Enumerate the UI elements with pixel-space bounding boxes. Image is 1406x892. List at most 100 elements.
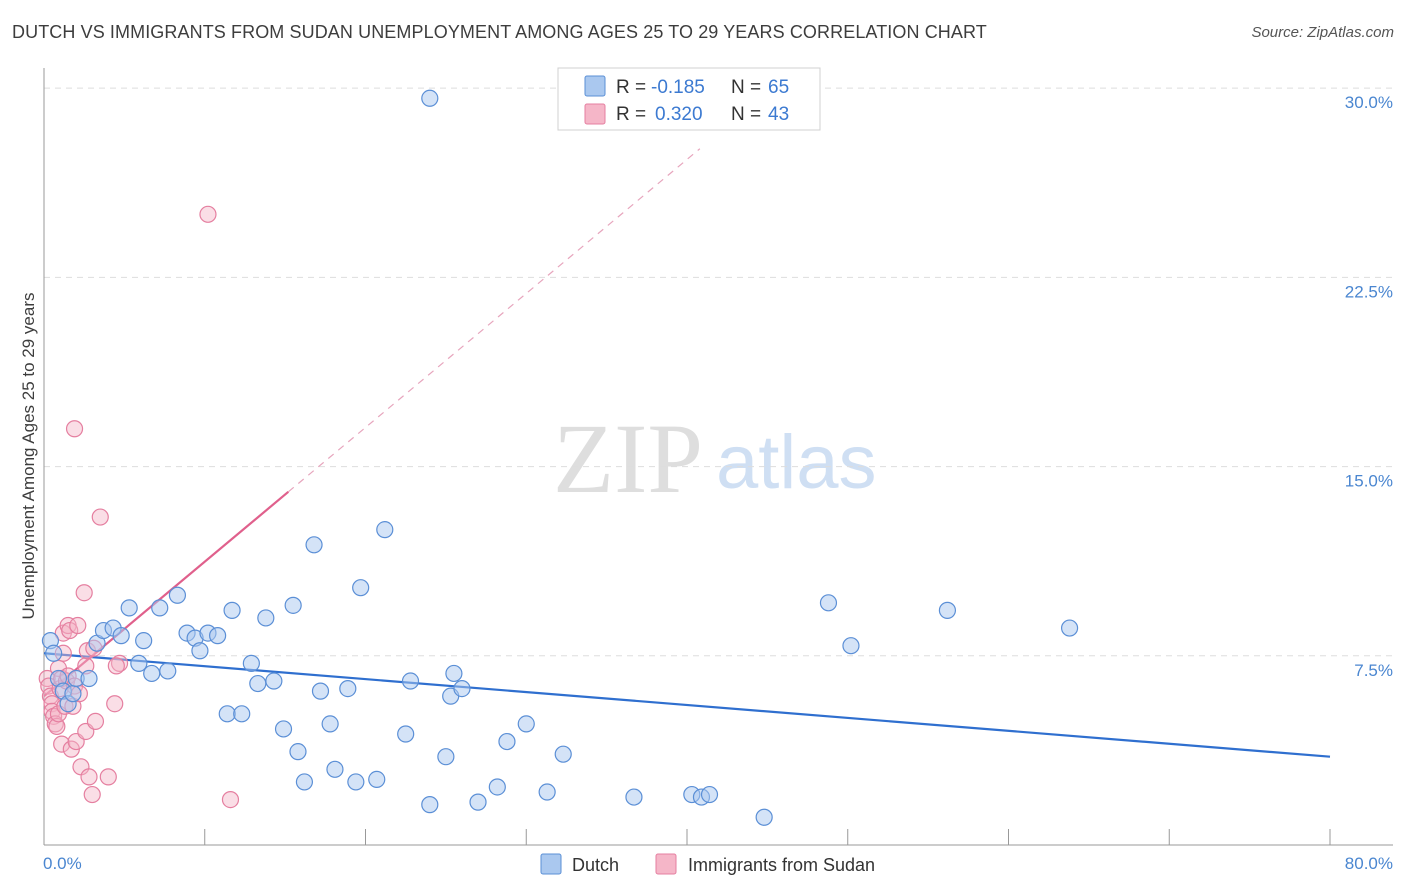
dutch-point xyxy=(218,705,236,723)
dutch-point xyxy=(284,596,302,614)
dutch-point xyxy=(625,788,643,806)
sudan-point xyxy=(48,717,66,736)
sudan-point xyxy=(80,768,98,786)
sudan-point xyxy=(53,735,71,753)
legend-sudan-swatch xyxy=(584,103,606,125)
dutch-point xyxy=(257,609,275,627)
trend-lines xyxy=(43,148,1331,758)
dutch-point xyxy=(159,662,177,680)
dutch-point xyxy=(437,748,455,766)
sudan-trend-line xyxy=(43,490,290,698)
dutch-point xyxy=(397,725,415,743)
bottom-legend: Dutch Immigrants from Sudan xyxy=(540,853,875,875)
dutch-point xyxy=(289,743,307,761)
dutch-point xyxy=(223,601,241,619)
dutch-point xyxy=(151,599,169,617)
dutch-point xyxy=(517,715,535,733)
legend-dutch-r-value: -0.185 xyxy=(651,77,705,98)
dutch-point xyxy=(488,778,506,796)
dutch-point xyxy=(498,732,516,751)
sudan-point xyxy=(106,695,124,713)
sudan-point xyxy=(65,420,84,438)
dutch-point xyxy=(421,796,439,814)
dutch-point xyxy=(143,664,161,683)
sudan-point xyxy=(99,768,117,786)
sudan-point xyxy=(83,785,101,804)
dutch-point xyxy=(376,521,394,539)
chart-source: Source: ZipAtlas.com xyxy=(1251,24,1394,41)
legend-dutch-n-label: N = xyxy=(731,77,761,98)
dutch-point xyxy=(311,682,330,700)
dutch-point xyxy=(321,715,339,733)
dutch-point xyxy=(554,745,572,763)
dutch-point xyxy=(352,579,370,597)
dutch-point xyxy=(135,632,153,650)
dutch-point xyxy=(755,808,773,826)
x-tick-label-min: 0.0% xyxy=(43,854,82,873)
dutch-point xyxy=(112,627,130,645)
sudan-series-points xyxy=(38,205,240,809)
legend-sudan-r-value: 0.320 xyxy=(655,104,703,125)
dutch-point xyxy=(938,601,957,619)
dutch-point xyxy=(842,637,860,655)
dutch-point xyxy=(700,785,719,804)
sudan-point xyxy=(199,205,217,223)
sudan-point xyxy=(69,616,87,635)
y-tick-label: 22.5% xyxy=(1345,282,1393,301)
dutch-point xyxy=(368,770,386,789)
dutch-point xyxy=(538,783,556,801)
y-tick-labels: 7.5% 15.0% 22.5% 30.0% xyxy=(1345,93,1393,680)
legend-dutch-n-value: 65 xyxy=(768,77,789,98)
dutch-point xyxy=(445,664,463,683)
dutch-trend-line xyxy=(43,652,1331,758)
dutch-series-points xyxy=(41,89,1079,826)
dutch-point xyxy=(249,674,267,693)
dutch-point xyxy=(242,654,260,672)
legend-box: R = -0.185 N = 65 R = 0.320 N = 43 xyxy=(557,67,821,131)
dutch-point xyxy=(1060,619,1079,637)
sudan-point xyxy=(107,657,125,675)
y-tick-label: 15.0% xyxy=(1345,472,1393,491)
dutch-point xyxy=(80,669,98,688)
sudan-point xyxy=(86,712,105,730)
gridlines xyxy=(44,87,1393,657)
dutch-point xyxy=(421,89,439,107)
sudan-point xyxy=(75,584,93,602)
sudan-point xyxy=(91,508,109,526)
bottom-legend-sudan-label: Immigrants from Sudan xyxy=(688,855,875,875)
y-tick-label: 30.0% xyxy=(1345,93,1393,112)
dutch-point xyxy=(274,720,293,738)
watermark-zip: ZIP xyxy=(553,403,703,514)
dutch-point xyxy=(191,642,209,660)
legend-dutch-swatch xyxy=(584,75,606,97)
dutch-point xyxy=(209,627,227,645)
dutch-point xyxy=(295,773,314,791)
dutch-point xyxy=(120,599,138,617)
sudan-trend-extension xyxy=(287,148,701,493)
legend-sudan-n-value: 43 xyxy=(768,104,789,125)
dutch-point xyxy=(347,773,365,791)
sudan-point xyxy=(46,715,64,733)
dutch-point xyxy=(326,760,344,778)
dutch-point xyxy=(130,654,148,672)
dutch-point xyxy=(305,536,323,554)
bottom-legend-dutch-label: Dutch xyxy=(572,855,619,875)
dutch-point xyxy=(469,793,487,811)
dutch-point xyxy=(168,586,187,604)
bottom-legend-sudan-swatch xyxy=(655,853,677,875)
watermark: ZIP atlas xyxy=(553,403,877,514)
legend-sudan-n-label: N = xyxy=(731,104,761,125)
dutch-point xyxy=(339,679,357,698)
dutch-point xyxy=(64,685,82,703)
dutch-point xyxy=(453,679,471,698)
watermark-atlas: atlas xyxy=(716,420,877,505)
dutch-point xyxy=(819,594,838,612)
dutch-point xyxy=(45,644,63,662)
bottom-legend-dutch-swatch xyxy=(540,853,562,875)
legend-dutch-r-label: R = xyxy=(616,77,646,98)
chart-title: DUTCH VS IMMIGRANTS FROM SUDAN UNEMPLOYM… xyxy=(12,22,987,42)
dutch-point xyxy=(401,672,420,690)
dutch-point xyxy=(233,705,251,723)
dutch-point xyxy=(265,672,283,690)
